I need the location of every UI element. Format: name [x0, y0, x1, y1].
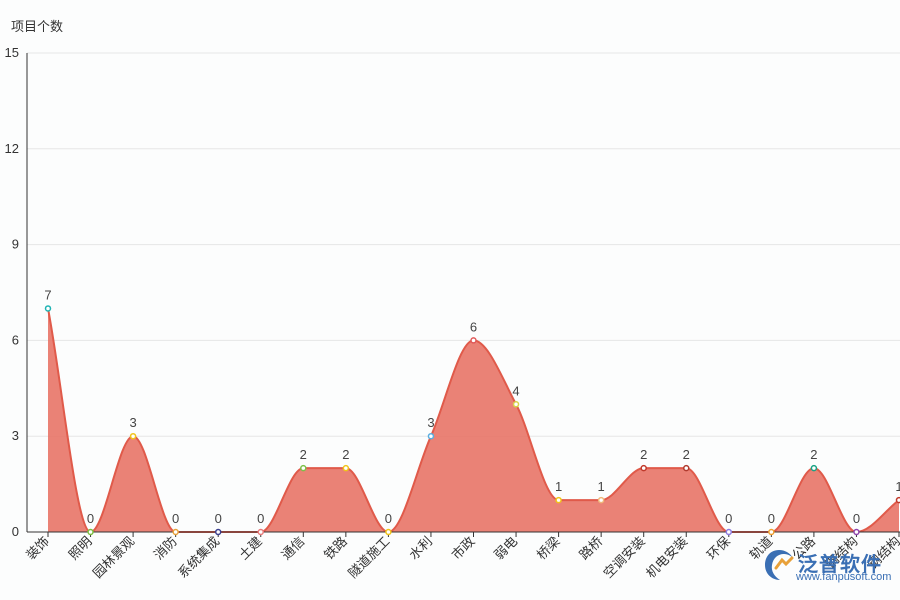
x-tick-label: 路桥 — [576, 534, 605, 563]
data-label: 7 — [44, 287, 51, 302]
data-label: 1 — [598, 479, 605, 494]
data-label: 0 — [215, 511, 222, 526]
data-label: 0 — [87, 511, 94, 526]
data-point — [640, 464, 647, 472]
logo-url: www.fanpusoft.com — [796, 571, 892, 583]
data-label: 0 — [725, 511, 732, 526]
data-point — [87, 528, 94, 536]
x-tick-label: 隧道施工 — [345, 534, 392, 581]
x-tick-label: 铁路 — [321, 534, 350, 563]
x-tick-label: 照明 — [66, 534, 95, 563]
data-point — [555, 496, 562, 504]
x-tick-label: 土建 — [236, 534, 265, 563]
data-point — [214, 528, 222, 536]
data-label: 2 — [300, 447, 307, 462]
data-label: 0 — [768, 511, 775, 526]
data-point — [683, 464, 690, 472]
data-point — [810, 464, 818, 472]
x-tick-label: 园林景观 — [90, 534, 137, 581]
x-tick-label: 桥梁 — [534, 534, 563, 563]
data-point — [512, 401, 520, 408]
logo-icon — [765, 550, 794, 580]
data-label: 0 — [172, 511, 179, 526]
data-point — [385, 528, 392, 536]
watermark-logo: 泛普软件 www.fanpusoft.com — [762, 546, 892, 588]
x-tick-label: 弱电 — [491, 534, 520, 563]
data-point — [300, 464, 307, 472]
data-point — [172, 528, 179, 536]
data-point — [44, 305, 52, 312]
x-tick-label: 机电安装 — [643, 534, 690, 581]
x-tick-label: 装饰 — [23, 534, 52, 563]
data-point — [342, 464, 350, 472]
x-tick-label: 水利 — [406, 534, 435, 563]
logo-name: 泛普软件 — [798, 554, 882, 576]
data-point — [597, 496, 605, 504]
x-tick-label: 市政 — [449, 534, 478, 563]
data-label: 3 — [129, 415, 136, 430]
data-point — [895, 496, 900, 504]
data-point — [257, 528, 264, 536]
data-label: 1 — [555, 479, 562, 494]
data-label: 3 — [427, 415, 434, 430]
y-tick-label: 12 — [5, 141, 19, 156]
data-label: 2 — [810, 447, 817, 462]
y-tick-label: 15 — [5, 45, 19, 60]
y-tick-label: 6 — [12, 332, 19, 347]
x-tick-label: 通信 — [278, 534, 307, 563]
data-label: 2 — [683, 447, 690, 462]
area-fill — [48, 308, 899, 532]
data-point — [129, 432, 137, 440]
y-tick-label: 3 — [12, 428, 19, 443]
data-point — [853, 528, 860, 536]
data-point — [427, 432, 435, 440]
data-point — [768, 528, 775, 536]
y-axis-title: 项目个数 — [11, 19, 64, 34]
x-tick-label: 系统集成 — [175, 534, 222, 581]
data-label: 0 — [257, 511, 264, 526]
x-tick-label: 环保 — [704, 534, 733, 563]
data-label: 4 — [512, 383, 519, 398]
y-tick-label: 0 — [12, 524, 19, 539]
y-tick-label: 9 — [12, 237, 19, 252]
data-point — [470, 337, 477, 344]
x-tick-label: 消防 — [151, 534, 180, 563]
data-point — [725, 528, 733, 536]
x-tick-label: 空调安装 — [600, 534, 647, 581]
data-label: 6 — [470, 319, 477, 334]
data-label: 0 — [853, 511, 860, 526]
data-label: 0 — [385, 511, 392, 526]
data-label: 1 — [895, 479, 900, 494]
data-label: 2 — [342, 447, 349, 462]
data-label: 2 — [640, 447, 647, 462]
